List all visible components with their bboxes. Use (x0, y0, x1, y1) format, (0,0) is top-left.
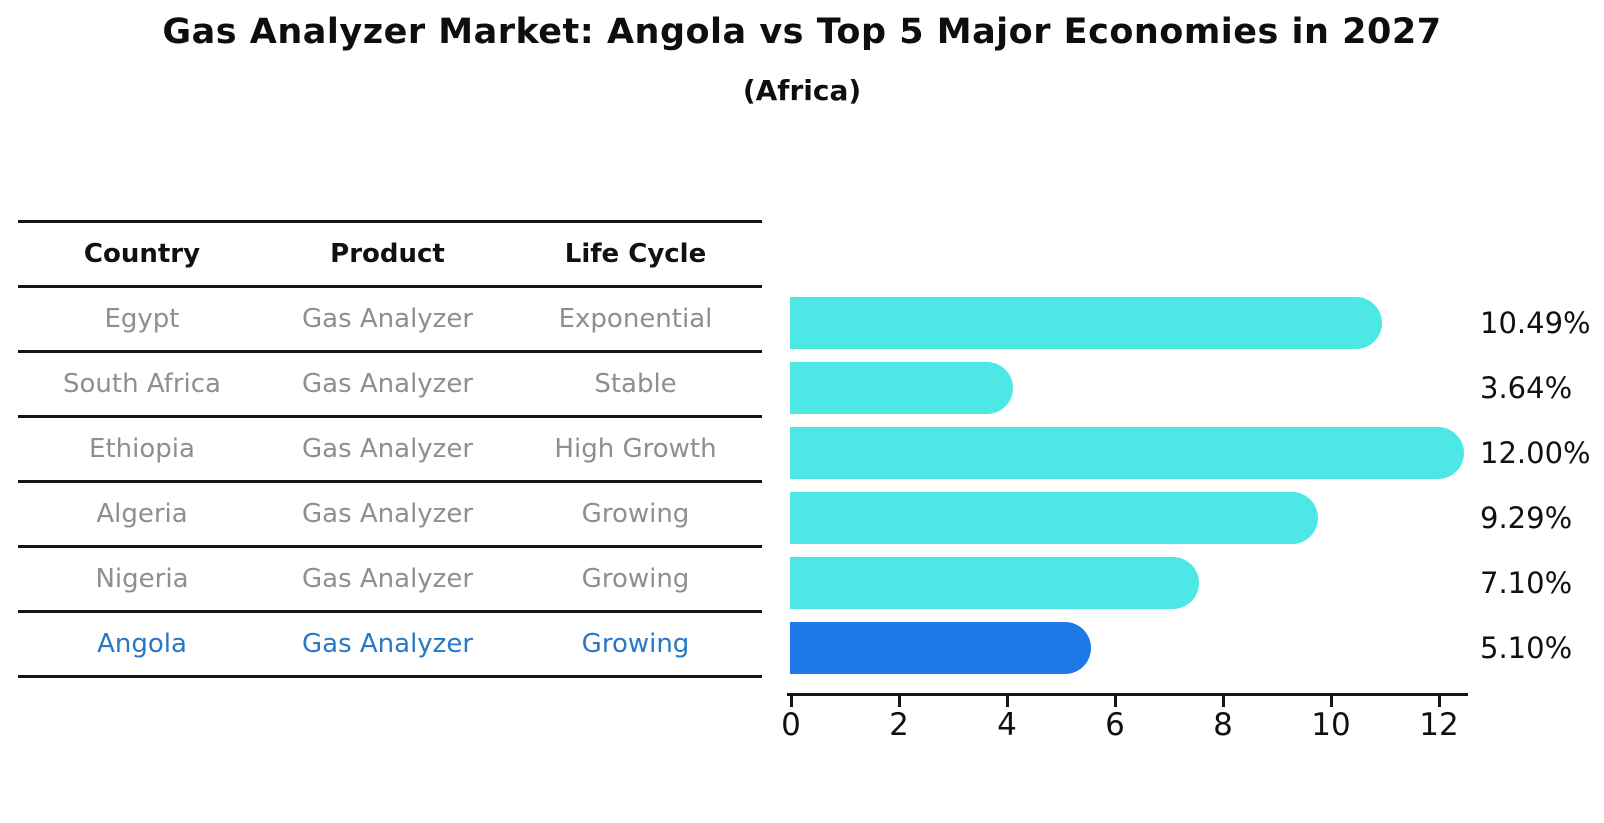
column-header-life-cycle: Life Cycle (564, 239, 707, 269)
value-label-ethiopia: 12.00% (1480, 436, 1591, 470)
cell-country: Nigeria (95, 564, 189, 594)
x-tick-mark (790, 696, 793, 707)
cell-life-cycle: Growing (581, 629, 690, 659)
cell-product: Gas Analyzer (301, 304, 474, 334)
cell-life-cycle: High Growth (554, 434, 717, 464)
bar-nigeria (790, 557, 1199, 609)
bar-south-africa (790, 362, 1013, 414)
cell-product: Gas Analyzer (301, 629, 474, 659)
chart-title: Gas Analyzer Market: Angola vs Top 5 Maj… (162, 12, 1442, 52)
table-row-south-africa: South Africa Gas Analyzer Stable (18, 353, 762, 418)
bar-ethiopia (790, 427, 1464, 479)
cell-product: Gas Analyzer (301, 434, 474, 464)
cell-country: South Africa (63, 369, 221, 399)
x-tick-mark (898, 696, 901, 707)
table-row-algeria: Algeria Gas Analyzer Growing (18, 483, 762, 548)
x-tick-label: 12 (1419, 707, 1459, 743)
chart-subtitle: (Africa) (742, 74, 862, 107)
x-tick-label: 6 (1105, 707, 1125, 743)
x-tick-label: 4 (997, 707, 1017, 743)
cell-product: Gas Analyzer (301, 564, 474, 594)
x-tick-mark (1222, 696, 1225, 707)
cell-country: Angola (97, 629, 187, 659)
value-label-south-africa: 3.64% (1480, 371, 1573, 405)
x-tick-label: 0 (781, 707, 801, 743)
cell-country: Egypt (104, 304, 180, 334)
x-tick-mark (1006, 696, 1009, 707)
cell-product: Gas Analyzer (301, 499, 474, 529)
x-tick-label: 2 (889, 707, 909, 743)
table-body: Egypt Gas Analyzer Exponential South Africa… (18, 288, 762, 678)
x-tick-label: 10 (1311, 707, 1351, 743)
cell-life-cycle: Stable (594, 369, 677, 399)
x-tick-label: 8 (1213, 707, 1233, 743)
column-header-country: Country (83, 239, 201, 269)
x-tick-mark (1114, 696, 1117, 707)
cell-life-cycle: Growing (581, 564, 690, 594)
cell-life-cycle: Growing (581, 499, 690, 529)
cell-country: Algeria (96, 499, 188, 529)
x-axis-line (787, 693, 1468, 696)
cell-country: Ethiopia (89, 434, 195, 464)
bar-algeria (790, 492, 1318, 544)
x-tick-mark (1438, 696, 1441, 707)
x-tick-mark (1330, 696, 1333, 707)
bar-angola (790, 622, 1091, 674)
table-row-egypt: Egypt Gas Analyzer Exponential (18, 288, 762, 353)
table-row-angola: Angola Gas Analyzer Growing (18, 613, 762, 678)
table-row-nigeria: Nigeria Gas Analyzer Growing (18, 548, 762, 613)
bar-egypt (790, 297, 1382, 349)
value-label-egypt: 10.49% (1480, 306, 1591, 340)
cell-life-cycle: Exponential (558, 304, 713, 334)
table-row-ethiopia: Ethiopia Gas Analyzer High Growth (18, 418, 762, 483)
value-label-angola: 5.10% (1480, 631, 1573, 665)
table-header-row: Country Product Life Cycle (18, 223, 762, 288)
country-table: Country Product Life Cycle Egypt Gas Anal… (18, 220, 762, 678)
cell-product: Gas Analyzer (301, 369, 474, 399)
value-label-nigeria: 7.10% (1480, 566, 1573, 600)
value-label-algeria: 9.29% (1480, 501, 1573, 535)
column-header-product: Product (330, 239, 445, 269)
